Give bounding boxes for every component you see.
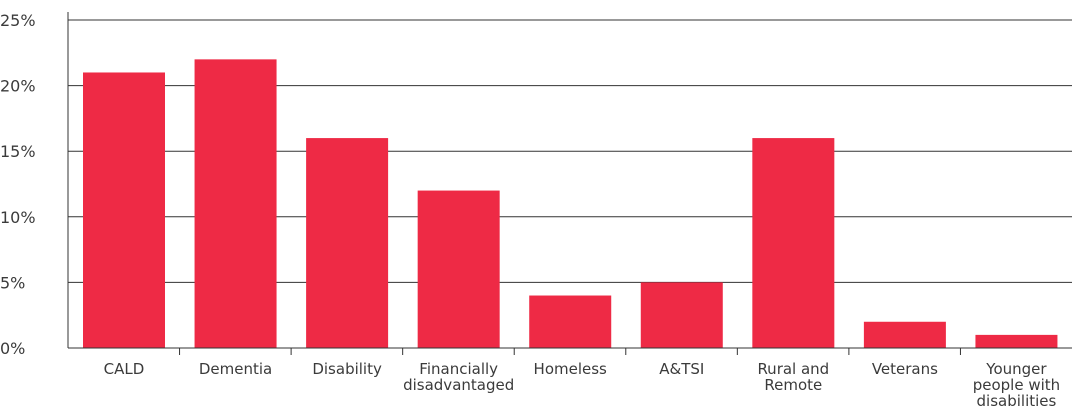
x-tick-label-line: disabilities — [977, 392, 1057, 410]
y-tick-label: 5% — [0, 273, 25, 292]
x-tick-labels: CALD Dementia Disability Financially disadva… — [104, 360, 1060, 410]
bar — [417, 190, 500, 348]
x-tick-label-line: Remote — [764, 376, 822, 394]
bar — [83, 72, 165, 348]
y-tick-labels: 0% 5% 10% 15% 20% 25% — [0, 11, 36, 358]
y-tick-label: 25% — [0, 11, 36, 30]
y-tick-label: 10% — [0, 208, 36, 227]
x-tick-label: Homeless — [534, 360, 608, 378]
bar — [640, 282, 723, 348]
x-tick-label: Dementia — [199, 360, 272, 378]
x-tick-label: Financially disadvantaged — [403, 360, 514, 394]
x-tick-label-line: Homeless — [534, 360, 608, 378]
x-tick-label: A&TSI — [659, 360, 704, 378]
bar — [863, 321, 946, 348]
x-tick-label: Younger people with disabilities — [973, 360, 1060, 410]
axes — [67, 12, 1072, 355]
x-tick-label-line: people with — [973, 376, 1060, 394]
x-tick-label: Veterans — [872, 360, 938, 378]
x-tick-label-line: A&TSI — [659, 360, 704, 378]
y-tick-label: 20% — [0, 77, 36, 96]
bar — [194, 59, 277, 349]
x-tick-label-line: disadvantaged — [403, 376, 514, 394]
x-tick-label: Rural and Remote — [757, 360, 829, 394]
x-tick-label-line: Financially — [419, 360, 498, 378]
x-tick-label: Disability — [312, 360, 382, 378]
y-tick-label: 15% — [0, 142, 36, 161]
x-tick-label-line: Rural and — [757, 360, 829, 378]
bars — [83, 59, 1058, 349]
x-tick-label-line: Disability — [312, 360, 382, 378]
bar — [306, 138, 389, 348]
x-tick-label-line: Veterans — [872, 360, 938, 378]
x-tick-label-line: CALD — [104, 360, 145, 378]
x-tick-label-line: Younger — [985, 360, 1047, 378]
x-tick-label: CALD — [104, 360, 145, 378]
bar — [529, 295, 612, 348]
bar — [752, 138, 835, 348]
x-tick-label-line: Dementia — [199, 360, 272, 378]
y-tick-label: 0% — [0, 339, 25, 358]
bar — [975, 334, 1058, 348]
